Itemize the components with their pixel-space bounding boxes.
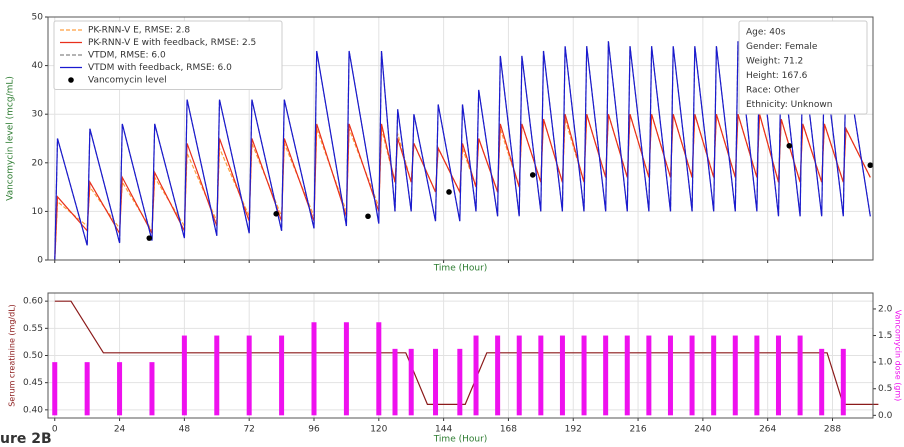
dose-bar	[559, 335, 565, 416]
y-axis-label: Vancomycin level (mcg/mL)	[6, 76, 16, 201]
y-tick-label: 0.55	[23, 324, 43, 334]
dose-bar	[433, 348, 439, 416]
dose-bar	[775, 335, 781, 416]
dose-bar	[457, 348, 463, 416]
info-text: Gender: Female	[746, 42, 818, 52]
dose-bar	[689, 335, 695, 416]
x-tick-label: 48	[179, 425, 191, 435]
info-text: Ethnicity: Unknown	[746, 100, 832, 110]
y-tick-label: 10	[32, 207, 44, 217]
dose-bar	[117, 362, 123, 416]
level-point	[273, 211, 279, 217]
info-text: Race: Other	[746, 86, 800, 96]
dose-bar	[311, 322, 317, 416]
level-point	[146, 235, 153, 241]
y2-tick-label: 0.5	[878, 384, 892, 394]
dose-bar	[181, 335, 187, 416]
y2-tick-label: 1.5	[878, 331, 892, 341]
plot-frame	[47, 16, 874, 261]
x-tick-label: 288	[824, 425, 841, 435]
x-tick-label: 216	[629, 425, 646, 435]
x-tick-label: 144	[435, 425, 452, 435]
dose-bar	[408, 348, 414, 416]
x-tick-label: 96	[308, 425, 320, 435]
y2-tick-label: 2.0	[878, 304, 893, 314]
dose-bar	[516, 335, 522, 416]
dose-bar	[246, 335, 252, 416]
x-axis-label: Time (Hour)	[433, 264, 488, 274]
dose-bar	[667, 335, 673, 416]
y-axis-label: Serum creatinine (mg/dL)	[8, 304, 17, 407]
level-point	[786, 142, 793, 149]
x-tick-label: 72	[243, 425, 254, 435]
y-tick-label: 0.60	[23, 297, 43, 307]
legend-box	[53, 20, 283, 90]
x-tick-label: 24	[114, 425, 126, 435]
dose-bar	[214, 335, 220, 416]
info-box	[738, 20, 868, 115]
level-point	[867, 162, 874, 169]
level-point	[446, 189, 452, 195]
legend-label: VTDM with feedback, RMSE: 6.0	[88, 63, 232, 73]
dose-bar	[819, 348, 825, 416]
dose-bar	[840, 348, 846, 416]
info-text: Age: 40s	[746, 28, 786, 38]
y-tick-label: 40	[32, 61, 44, 71]
y-tick-label: 20	[32, 158, 44, 168]
legend-label: PK-RNN-V E, RMSE: 2.8	[88, 26, 190, 36]
dose-bar	[376, 322, 382, 416]
legend-label: PK-RNN-V E with feedback, RMSE: 2.5	[88, 38, 256, 48]
dose-bar	[149, 362, 155, 416]
x-tick-label: 168	[500, 425, 517, 435]
x-tick-label: 120	[370, 425, 387, 435]
series-line	[54, 41, 871, 261]
y-tick-label: 30	[32, 110, 44, 120]
dose-bar	[495, 335, 501, 416]
y-tick-label: 50	[32, 13, 44, 23]
y2-axis-label: Vancomycin dose (gm)	[894, 310, 903, 402]
dose-bar	[624, 335, 630, 416]
dose-bar	[732, 335, 738, 416]
info-text: Height: 167.6	[746, 71, 808, 81]
x-tick-label: 264	[759, 425, 776, 435]
dose-bar	[711, 335, 717, 416]
x-axis-label: Time (Hour)	[433, 435, 488, 445]
y-tick-label: 0.40	[23, 405, 43, 415]
y-tick-label: 0	[37, 256, 43, 266]
dose-bar	[797, 335, 803, 416]
series-line	[54, 114, 871, 261]
dose-bar	[646, 335, 652, 416]
y-tick-label: 0.45	[23, 378, 43, 388]
dose-bar	[84, 362, 90, 416]
series-line	[54, 300, 879, 405]
dose-bar	[754, 335, 760, 416]
level-point	[529, 172, 536, 178]
caption: ure 2B	[0, 431, 52, 447]
dose-bar	[392, 348, 398, 416]
dose-bar	[538, 335, 544, 416]
x-tick-label: 240	[694, 425, 711, 435]
dose-bar	[603, 335, 609, 416]
plot-frame	[47, 292, 874, 419]
x-tick-label: 0	[52, 425, 58, 435]
dose-bar	[581, 335, 587, 416]
y2-tick-label: 1.0	[878, 358, 893, 368]
info-text: Weight: 71.2	[746, 57, 803, 67]
legend-marker	[68, 77, 74, 83]
legend-label: Vancomycin level	[88, 76, 167, 86]
x-tick-label: 192	[565, 425, 582, 435]
dose-bar	[343, 322, 349, 416]
legend-label: VTDM, RMSE: 6.0	[88, 51, 166, 61]
dose-bar	[473, 335, 479, 416]
y-tick-label: 0.50	[23, 351, 43, 361]
dose-bar	[52, 362, 58, 416]
y2-tick-label: 0.0	[878, 411, 893, 421]
level-point	[365, 213, 371, 220]
dose-bar	[279, 335, 285, 416]
